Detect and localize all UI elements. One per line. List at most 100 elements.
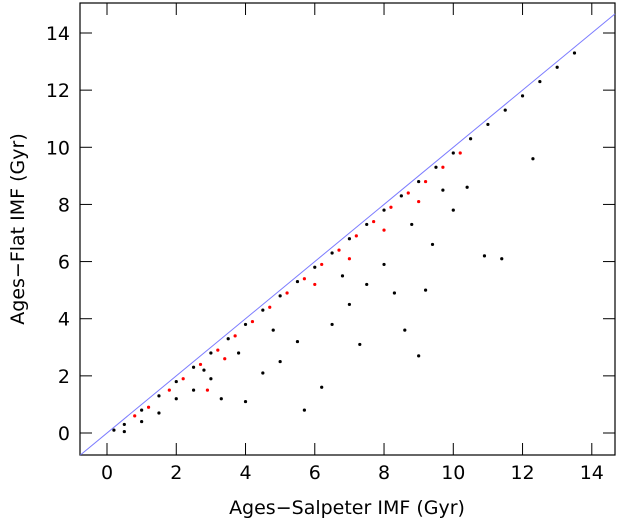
point — [347, 257, 352, 261]
point — [209, 351, 213, 355]
point — [434, 165, 438, 169]
point — [236, 351, 241, 355]
point — [330, 322, 334, 327]
point — [302, 277, 306, 281]
point — [354, 234, 358, 238]
point — [486, 122, 490, 127]
point — [417, 199, 421, 204]
point — [209, 377, 213, 381]
point — [382, 228, 386, 232]
point — [191, 365, 196, 369]
point — [538, 79, 542, 84]
point — [382, 262, 386, 267]
point — [423, 288, 428, 292]
point — [198, 362, 203, 367]
point — [122, 429, 126, 434]
point — [202, 368, 206, 372]
y-tick-label: 12 — [46, 80, 70, 102]
y-tick-label: 8 — [58, 194, 70, 216]
point — [382, 208, 386, 212]
point — [392, 291, 397, 295]
point — [441, 165, 445, 169]
point — [261, 308, 265, 312]
point — [531, 157, 535, 161]
point — [302, 408, 306, 412]
point — [146, 405, 151, 409]
x-tick-label: 12 — [510, 462, 534, 484]
x-tick-label: 0 — [101, 462, 113, 484]
point — [441, 188, 445, 192]
point — [313, 265, 317, 269]
x-tick-label: 8 — [378, 462, 390, 484]
x-tick-label: 10 — [441, 462, 465, 484]
point — [243, 399, 248, 404]
point — [372, 219, 376, 224]
point — [572, 51, 577, 55]
point — [157, 394, 161, 398]
point — [555, 65, 559, 69]
point — [268, 305, 272, 309]
point — [295, 339, 300, 344]
y-axis-label: Ages−Flat IMF (Gyr) — [7, 133, 29, 324]
point — [347, 302, 352, 307]
point — [337, 248, 341, 252]
point — [278, 359, 282, 364]
point — [174, 379, 178, 384]
y-tick-label: 10 — [46, 137, 70, 159]
point — [261, 371, 265, 375]
point — [216, 348, 220, 352]
point — [358, 342, 362, 347]
point — [423, 179, 428, 184]
point — [410, 222, 414, 227]
point — [295, 279, 300, 284]
point — [157, 411, 161, 415]
y-tick-label: 6 — [58, 252, 70, 274]
y-tick-label: 14 — [46, 23, 70, 45]
point — [330, 251, 334, 255]
point — [243, 322, 248, 327]
point — [285, 291, 289, 295]
point — [112, 428, 116, 432]
x-tick-label: 2 — [170, 462, 182, 484]
point — [320, 385, 324, 389]
point — [174, 397, 178, 401]
x-tick-label: 14 — [580, 462, 604, 484]
point — [223, 357, 227, 361]
y-tick-label: 0 — [58, 423, 70, 445]
point — [133, 414, 137, 418]
point — [520, 94, 525, 98]
point — [347, 237, 352, 241]
point — [399, 194, 403, 198]
point — [340, 274, 345, 278]
point — [389, 205, 393, 209]
point — [406, 191, 410, 195]
point — [482, 254, 487, 258]
point — [250, 319, 255, 324]
point — [226, 337, 230, 341]
point — [271, 328, 275, 332]
point — [219, 397, 223, 401]
point — [313, 282, 317, 287]
point — [205, 388, 210, 392]
point — [365, 222, 369, 227]
y-tick-label: 4 — [58, 309, 70, 331]
point — [465, 185, 469, 189]
point — [417, 179, 421, 184]
point — [451, 208, 455, 212]
point — [469, 137, 473, 141]
point — [458, 151, 462, 155]
point — [417, 354, 421, 358]
x-axis-label: Ages−Salpeter IMF (Gyr) — [229, 497, 465, 519]
point — [233, 334, 237, 338]
point — [500, 257, 504, 261]
point — [122, 422, 126, 427]
point — [140, 408, 144, 412]
point — [430, 242, 435, 247]
point — [365, 282, 369, 287]
plot-frame — [79, 2, 616, 456]
identity-line — [80, 13, 616, 456]
point — [140, 419, 144, 424]
point — [278, 294, 282, 298]
point — [503, 108, 507, 112]
